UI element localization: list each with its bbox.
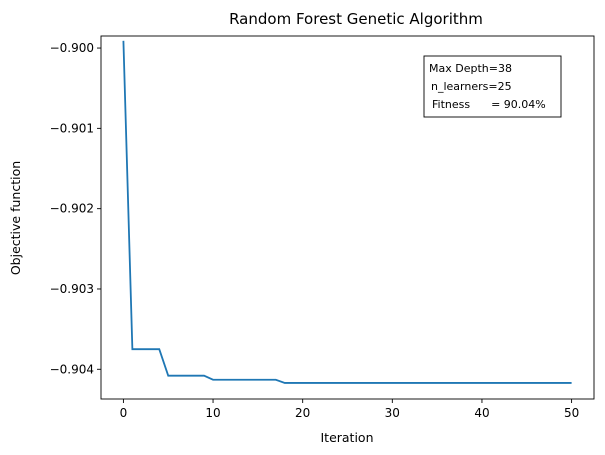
annotation-line-1: Max Depth=38 [429,62,512,75]
y-axis-label: Objective function [8,161,23,275]
y-tick-label: −0.901 [50,121,94,135]
y-tick-label: −0.903 [50,282,94,296]
plot-frame [100,35,595,400]
x-tick-label: 10 [205,406,220,420]
y-tick-label: −0.904 [50,362,94,376]
y-tick-label: −0.902 [50,202,94,216]
annotation-line-3: Fitness = 90.04% [432,98,546,111]
chart-title: Random Forest Genetic Algorithm [229,10,483,28]
series-line [122,40,572,384]
x-tick-label: 40 [474,406,489,420]
x-axis-label: Iteration [320,430,373,445]
x-tick-label: 50 [564,406,579,420]
x-tick-label: 20 [295,406,310,420]
y-tick-label: −0.900 [50,41,94,55]
annotation-frame [423,55,562,118]
x-tick-label: 0 [120,406,128,420]
annotation-box: Max Depth=38 n_learners=25 Fitness = 90.… [423,55,562,118]
x-tick-label: 30 [385,406,400,420]
annotation-line-2: n_learners=25 [431,80,512,93]
axis-ticks: 0 10 20 30 40 50 −0.900 −0.901 −0.902 −0.903 −0.90… [50,41,580,420]
